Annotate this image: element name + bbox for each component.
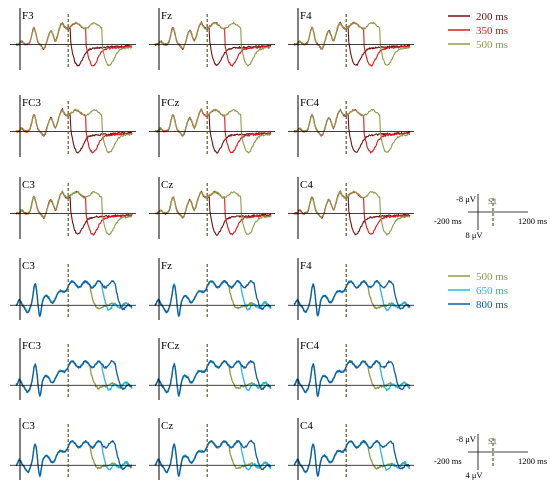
panel-f3: F3 bbox=[10, 8, 136, 70]
trace-650-ms bbox=[154, 359, 272, 397]
panel-label: C3 bbox=[22, 260, 35, 272]
legend-label-350-ms: 350 ms bbox=[476, 25, 508, 37]
panel-label: FC4 bbox=[300, 97, 319, 109]
trace-650-ms bbox=[15, 439, 133, 478]
trace-800-ms bbox=[154, 360, 272, 397]
trace-650-ms bbox=[293, 360, 411, 396]
scale-x-left-label: -200 ms bbox=[434, 456, 462, 466]
panel-cz: Cz bbox=[149, 418, 275, 480]
legend-label-500-ms: 500 ms bbox=[476, 39, 508, 51]
panel-fc3: FC3 bbox=[10, 338, 136, 400]
legend-label-800-ms: 800 ms bbox=[476, 299, 508, 311]
scale-bar-1: -8 μV 8 μV-200 ms 1200 ms S1 bbox=[434, 194, 547, 240]
trace-500-ms bbox=[15, 439, 133, 478]
scale-y-top-label: -8 μV bbox=[456, 194, 477, 204]
scale-s1-label: S1 bbox=[488, 436, 497, 446]
panel-label: FC4 bbox=[300, 340, 319, 352]
panel-c3: C3 bbox=[10, 258, 136, 320]
scale-bar-2: -8 μV 4 μV-200 ms 1200 ms S1 bbox=[434, 434, 547, 480]
panel-f4: F4 bbox=[288, 8, 414, 70]
panel-fc3: FC3 bbox=[10, 95, 136, 157]
panel-label: FCz bbox=[161, 97, 179, 109]
panel-label: F4 bbox=[300, 10, 312, 22]
panel-fcz: FCz bbox=[149, 95, 275, 157]
panel-label: FC3 bbox=[22, 97, 41, 109]
scale-x-left-label: -200 ms bbox=[434, 216, 462, 226]
trace-500-ms bbox=[154, 191, 272, 236]
panel-c3: C3 bbox=[10, 177, 136, 239]
panel-label: C3 bbox=[22, 179, 35, 191]
trace-800-ms bbox=[15, 279, 133, 317]
panel-cz: Cz bbox=[149, 177, 275, 239]
chart-group-1: F3 Fz F4 FC3 FCz FC4 C3 Cz C4 bbox=[10, 8, 414, 239]
trace-500-ms bbox=[293, 279, 411, 317]
scale-y-top-label: -8 μV bbox=[456, 434, 477, 444]
panel-label: F4 bbox=[300, 260, 312, 272]
trace-500-ms bbox=[15, 360, 133, 398]
trace-800-ms bbox=[293, 279, 411, 316]
panel-label: FCz bbox=[161, 340, 179, 352]
scale-x-right-label: 1200 ms bbox=[518, 216, 547, 226]
panel-label: Cz bbox=[161, 420, 173, 432]
panel-f4: F4 bbox=[288, 258, 414, 320]
panel-label: F3 bbox=[22, 10, 34, 22]
panel-label: Fz bbox=[161, 10, 172, 22]
trace-800-ms bbox=[154, 439, 272, 477]
trace-500-ms bbox=[154, 108, 272, 154]
trace-800-ms bbox=[15, 440, 133, 477]
trace-500-ms bbox=[15, 190, 133, 236]
chart-group-2: C3 Fz F4 FC3 FCz FC4 C3 Cz C4 bbox=[10, 258, 414, 480]
trace-500-ms bbox=[154, 360, 272, 396]
trace-500-ms bbox=[15, 21, 133, 67]
trace-500-ms bbox=[15, 280, 133, 317]
trace-650-ms bbox=[15, 359, 133, 397]
panel-fz: Fz bbox=[149, 258, 275, 320]
trace-500-ms bbox=[293, 359, 411, 398]
trace-500-ms bbox=[154, 280, 272, 318]
panel-fz: Fz bbox=[149, 8, 275, 70]
legend-label-500-ms: 500 ms bbox=[476, 271, 508, 283]
scale-x-right-label: 1200 ms bbox=[518, 456, 547, 466]
panel-c4: C4 bbox=[288, 418, 414, 480]
panel-label: C4 bbox=[300, 420, 313, 432]
trace-800-ms bbox=[15, 359, 133, 397]
trace-800-ms bbox=[293, 359, 411, 397]
trace-650-ms bbox=[154, 280, 272, 316]
trace-650-ms bbox=[154, 440, 272, 477]
trace-500-ms bbox=[293, 108, 410, 153]
panel-label: Cz bbox=[161, 179, 173, 191]
panel-c3: C3 bbox=[10, 418, 136, 480]
trace-650-ms bbox=[293, 280, 411, 316]
trace-500-ms bbox=[154, 21, 272, 67]
trace-500-ms bbox=[293, 439, 411, 476]
panel-label: C4 bbox=[300, 179, 313, 191]
legend-1: 200 ms 350 ms 500 ms bbox=[448, 11, 508, 51]
trace-650-ms bbox=[293, 439, 411, 477]
panel-fcz: FCz bbox=[149, 338, 275, 400]
trace-650-ms bbox=[15, 279, 133, 318]
panel-label: Fz bbox=[161, 260, 172, 272]
panel-label: C3 bbox=[22, 420, 35, 432]
trace-500-ms bbox=[15, 108, 133, 154]
trace-800-ms bbox=[293, 439, 411, 477]
scale-s1-label: S1 bbox=[488, 196, 497, 206]
panel-label: FC3 bbox=[22, 340, 41, 352]
trace-800-ms bbox=[154, 279, 272, 317]
panel-c4: C4 bbox=[288, 177, 414, 239]
legend-label-200-ms: 200 ms bbox=[476, 11, 508, 23]
scale-y-bottom-label: 8 μV bbox=[465, 230, 483, 240]
panel-fc4: FC4 bbox=[288, 95, 414, 157]
trace-500-ms bbox=[293, 190, 410, 236]
scale-y-bottom-label: 4 μV bbox=[465, 470, 483, 480]
legend-2: 500 ms 650 ms 800 ms bbox=[448, 271, 508, 311]
trace-500-ms bbox=[154, 439, 272, 478]
legend-label-650-ms: 650 ms bbox=[476, 285, 508, 297]
panel-fc4: FC4 bbox=[288, 338, 414, 400]
trace-500-ms bbox=[293, 21, 411, 66]
